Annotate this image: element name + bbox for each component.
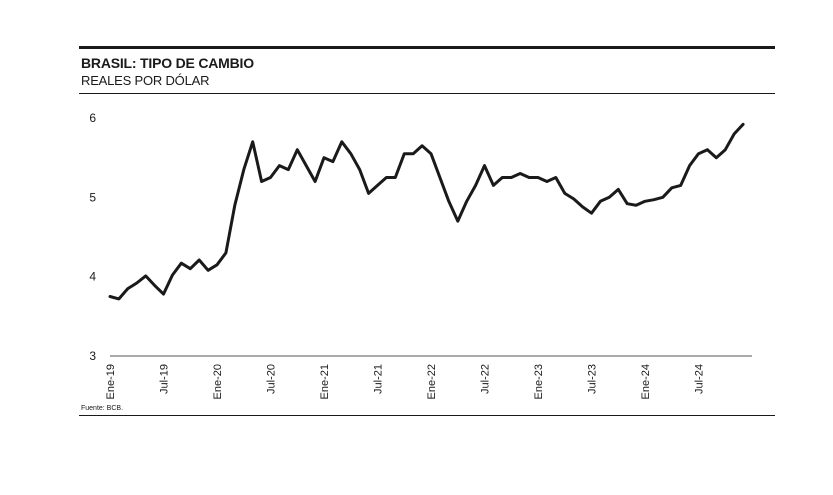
x-axis: Ene-19 Jul-19 Ene-20 Jul-20 Ene-21 Jul-21 Ene-…	[105, 364, 706, 399]
x-tick-label: Jul-21	[373, 364, 385, 394]
source-note: Fuente: BCB.	[81, 405, 124, 412]
x-tick-label: Ene-21	[319, 364, 331, 399]
x-tick-label: Ene-20	[212, 364, 224, 399]
chart-title: BRASIL: TIPO DE CAMBIO	[81, 55, 254, 71]
header-rule	[79, 93, 775, 94]
x-tick-label: Ene-24	[640, 364, 652, 399]
x-tick-label: Jul-19	[159, 364, 171, 394]
y-tick-label: 5	[89, 190, 96, 204]
top-rule	[79, 46, 775, 49]
y-axis: 3 4 5 6	[89, 111, 96, 363]
x-tick-label: Ene-19	[105, 364, 117, 399]
y-tick-label: 3	[89, 349, 96, 363]
x-tick-label: Ene-23	[533, 364, 545, 399]
x-tick-label: Ene-22	[426, 364, 438, 399]
bottom-rule	[79, 415, 775, 416]
x-tick-label: Jul-20	[266, 364, 278, 394]
series-line	[108, 122, 745, 301]
chart-subtitle: REALES POR DÓLAR	[81, 73, 210, 88]
x-tick-label: Jul-23	[587, 364, 599, 394]
y-tick-label: 6	[89, 111, 96, 125]
x-tick-label: Jul-24	[694, 364, 706, 394]
x-tick-label: Jul-22	[480, 364, 492, 394]
y-tick-label: 4	[89, 270, 96, 284]
